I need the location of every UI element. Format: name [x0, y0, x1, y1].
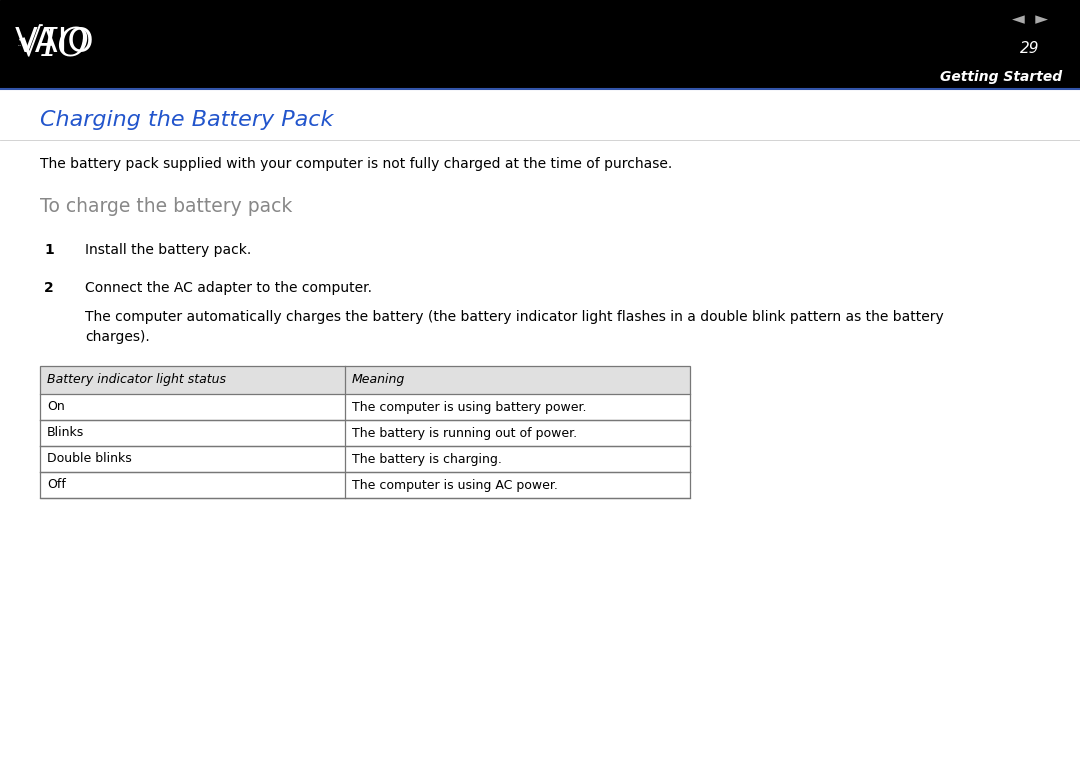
- Text: Meaning: Meaning: [352, 373, 405, 386]
- Text: V·AIO: V·AIO: [18, 45, 22, 46]
- Text: Install the battery pack.: Install the battery pack.: [85, 243, 252, 257]
- Text: The computer is using AC power.: The computer is using AC power.: [352, 479, 558, 491]
- Text: Connect the AC adapter to the computer.: Connect the AC adapter to the computer.: [85, 281, 372, 295]
- Text: Getting Started: Getting Started: [940, 69, 1062, 84]
- Text: Off: Off: [48, 479, 66, 491]
- Text: To charge the battery pack: To charge the battery pack: [40, 197, 293, 216]
- Text: Double blinks: Double blinks: [48, 453, 132, 466]
- Text: The computer automatically charges the battery (the battery indicator light flas: The computer automatically charges the b…: [85, 310, 944, 324]
- Text: ◄  ►: ◄ ►: [1012, 11, 1048, 28]
- Text: Battery indicator light status: Battery indicator light status: [48, 373, 226, 386]
- Text: 1: 1: [44, 243, 54, 257]
- Text: VAIO: VAIO: [15, 26, 95, 59]
- Text: Charging the Battery Pack: Charging the Battery Pack: [40, 110, 334, 130]
- Text: The battery pack supplied with your computer is not fully charged at the time of: The battery pack supplied with your comp…: [40, 157, 672, 171]
- Text: 2: 2: [44, 281, 54, 295]
- Text: charges).: charges).: [85, 330, 150, 344]
- Text: √IO: √IO: [18, 27, 90, 64]
- Text: 29: 29: [1021, 41, 1040, 56]
- Text: The battery is running out of power.: The battery is running out of power.: [352, 427, 577, 440]
- Bar: [40, 366, 690, 498]
- Text: The battery is charging.: The battery is charging.: [352, 453, 502, 466]
- Text: The computer is using battery power.: The computer is using battery power.: [352, 401, 586, 414]
- Bar: [0, 0, 1080, 88]
- Text: On: On: [48, 401, 65, 414]
- Bar: [40, 366, 690, 394]
- Text: Blinks: Blinks: [48, 427, 84, 440]
